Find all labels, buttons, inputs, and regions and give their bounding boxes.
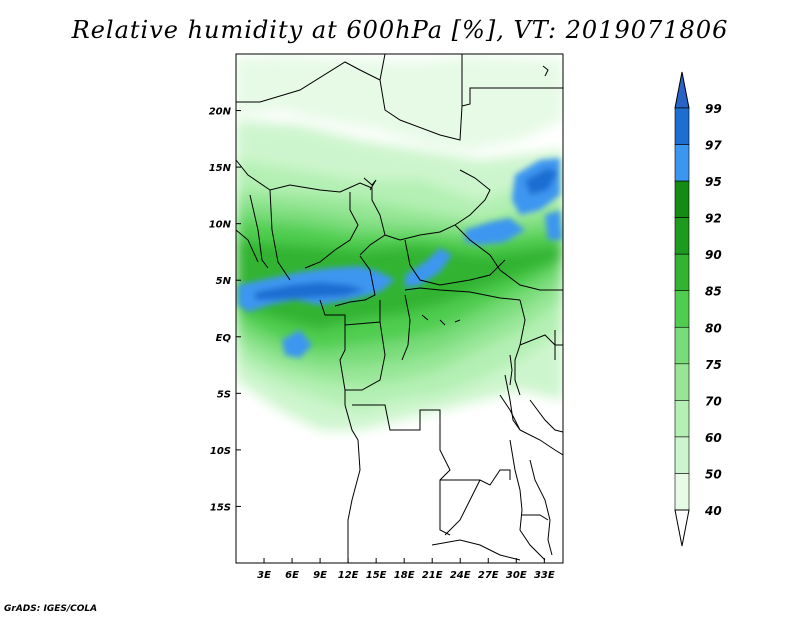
colorbar-swatch <box>674 473 690 511</box>
lon-tick-label: 27E <box>478 570 499 581</box>
colorbar-swatch <box>674 326 690 365</box>
colorbar-label: 70 <box>705 394 722 408</box>
lon-tick-label: 15E <box>366 570 387 581</box>
colorbar-top-arrow <box>674 71 690 109</box>
colorbar-label: 80 <box>705 321 722 335</box>
colorbar-swatch <box>674 217 690 255</box>
colorbar-label: 97 <box>705 139 722 153</box>
lon-tick-label: 18E <box>394 570 415 581</box>
lon-tick-label: 21E <box>422 570 443 581</box>
colorbar-label: 40 <box>704 504 722 518</box>
colorbar: 99 97 95 92 90 85 80 75 70 60 50 40 <box>674 71 722 547</box>
lon-tick-label: 33E <box>534 570 555 581</box>
humidity-field <box>236 54 563 563</box>
colorbar-label: 85 <box>705 285 722 299</box>
colorbar-swatch <box>674 363 690 401</box>
colorbar-swatch <box>674 436 690 474</box>
axis-ticks: 3E 6E 9E 12E 15E 18E 21E 24E 27E 30E 33E 20N 15N 10N 5… <box>209 107 555 581</box>
colorbar-label: 60 <box>705 431 722 445</box>
lon-tick-label: 3E <box>257 570 271 581</box>
lat-tick-label: 10S <box>210 446 231 457</box>
colorbar-swatch <box>674 180 690 218</box>
lon-tick-label: 12E <box>338 570 359 581</box>
colorbar-swatch <box>674 290 690 328</box>
lat-tick-label: 15S <box>210 502 231 513</box>
lon-tick-label: 24E <box>450 570 471 581</box>
lon-tick-label: 9E <box>313 570 327 581</box>
lat-tick-label: 15N <box>209 163 232 174</box>
lon-tick-label: 6E <box>285 570 299 581</box>
lat-tick-label: 5S <box>217 389 231 400</box>
lat-tick-label: 10N <box>209 220 232 231</box>
map-frame <box>235 53 564 564</box>
colorbar-label: 90 <box>705 248 722 262</box>
colorbar-label: 50 <box>705 467 722 481</box>
colorbar-swatch <box>674 400 690 438</box>
colorbar-swatch <box>674 144 690 182</box>
grads-credit: GrADS: IGES/COLA <box>4 604 98 614</box>
colorbar-label: 92 <box>705 212 722 226</box>
chart-title: Relative humidity at 600hPa [%], VT: 201… <box>71 16 729 44</box>
colorbar-bottom-arrow <box>674 509 690 547</box>
country-boundaries <box>236 54 563 563</box>
lon-tick-label: 30E <box>506 570 527 581</box>
colorbar-label: 75 <box>705 358 722 372</box>
colorbar-swatch <box>674 107 690 145</box>
lat-tick-label: 20N <box>209 107 232 118</box>
lat-tick-label: EQ <box>216 333 232 344</box>
colorbar-label: 99 <box>705 102 722 116</box>
lat-tick-label: 5N <box>216 276 232 287</box>
colorbar-label: 95 <box>705 175 722 189</box>
colorbar-swatch <box>674 253 690 292</box>
